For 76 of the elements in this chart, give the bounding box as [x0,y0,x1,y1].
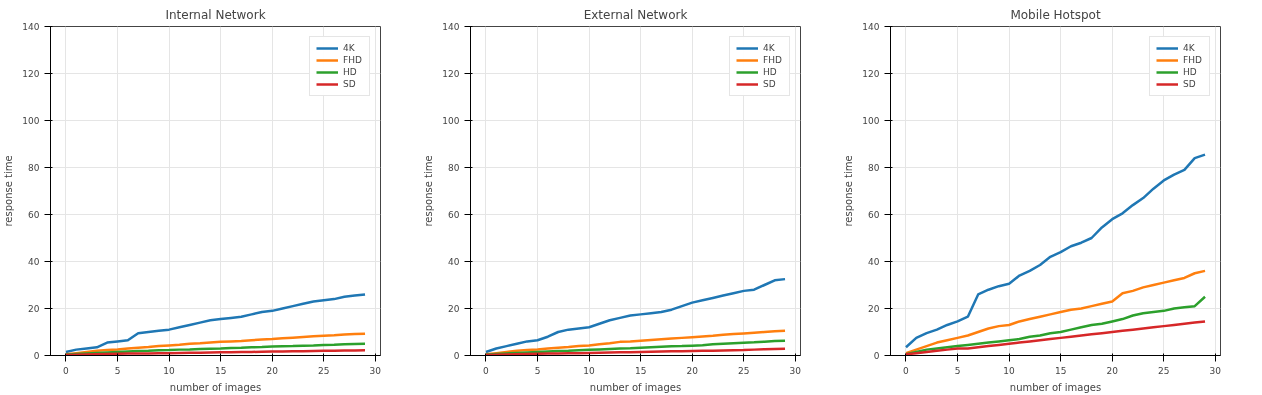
legend-label: HD [763,67,778,77]
x-tick-label: 5 [534,365,541,376]
line-series [904,269,1207,355]
line-series [904,320,1207,356]
y-tick-label: 80 [448,163,460,173]
y-tick-label: 140 [442,22,460,32]
y-tick-label: 0 [453,351,460,361]
line-series [64,342,367,356]
x-tick-label: 10 [583,365,596,376]
x-axis-title: number of images [589,381,682,393]
line-series [484,277,787,354]
x-tick-label: 15 [1054,365,1067,376]
x-tick-label: 15 [634,365,647,376]
y-tick-label: 40 [448,257,460,267]
y-tick-label: 80 [868,163,880,173]
y-tick-label: 0 [873,351,880,361]
chart-title: External Network [583,7,688,22]
x-tick-label: 30 [789,365,802,376]
y-tick-label: 100 [22,116,40,126]
legend-label: 4K [763,43,776,53]
legend-label: FHD [1183,55,1203,65]
line-series [484,339,787,356]
legend-label: HD [343,67,358,77]
y-tick-label: 20 [28,304,40,314]
y-tick-label: 60 [448,210,460,220]
y-tick-label: 120 [442,69,460,79]
y-tick-label: 120 [22,69,40,79]
line-series [64,332,367,356]
legend-label: 4K [343,43,356,53]
x-tick-label: 0 [63,365,70,376]
x-tick-label: 5 [114,365,121,376]
y-tick-label: 60 [28,210,40,220]
y-tick-label: 20 [448,304,460,314]
y-tick-label: 80 [28,163,40,173]
y-tick-label: 140 [862,22,880,32]
x-tick-label: 0 [903,365,910,376]
y-axis-title: response time [843,155,855,227]
x-tick-label: 5 [954,365,961,376]
line-series [484,329,787,356]
y-tick-label: 40 [868,257,880,267]
legend-label: SD [1183,79,1197,89]
x-axis-title: number of images [169,381,262,393]
x-tick-label: 30 [369,365,382,376]
x-tick-label: 0 [483,365,490,376]
legend-label: SD [343,79,357,89]
y-axis-title: response time [423,155,435,227]
chart-title: Mobile Hotspot [1010,7,1101,22]
x-tick-label: 25 [318,365,330,376]
legend-label: 4K [1183,43,1196,53]
y-tick-label: 120 [862,69,880,79]
y-tick-label: 20 [868,304,880,314]
legend-label: FHD [343,55,363,65]
y-tick-label: 0 [33,351,40,361]
x-tick-label: 20 [686,365,699,376]
x-tick-label: 15 [214,365,227,376]
x-tick-label: 10 [163,365,176,376]
y-tick-label: 100 [442,116,460,126]
line-series [64,293,367,354]
legend-label: HD [1183,67,1198,77]
x-tick-label: 20 [1106,365,1119,376]
y-tick-label: 60 [868,210,880,220]
line-series [904,153,1207,349]
y-tick-label: 40 [28,257,40,267]
line-series [484,347,787,356]
y-tick-label: 100 [862,116,880,126]
x-tick-label: 30 [1209,365,1222,376]
chart-title: Internal Network [165,7,266,22]
x-tick-label: 25 [738,365,750,376]
x-axis-title: number of images [1009,381,1102,393]
legend-label: SD [763,79,777,89]
y-axis-title: response time [3,155,15,227]
y-tick-label: 140 [22,22,40,32]
x-tick-label: 25 [1158,365,1170,376]
x-tick-label: 20 [266,365,279,376]
x-tick-label: 10 [1003,365,1016,376]
legend-label: FHD [763,55,783,65]
